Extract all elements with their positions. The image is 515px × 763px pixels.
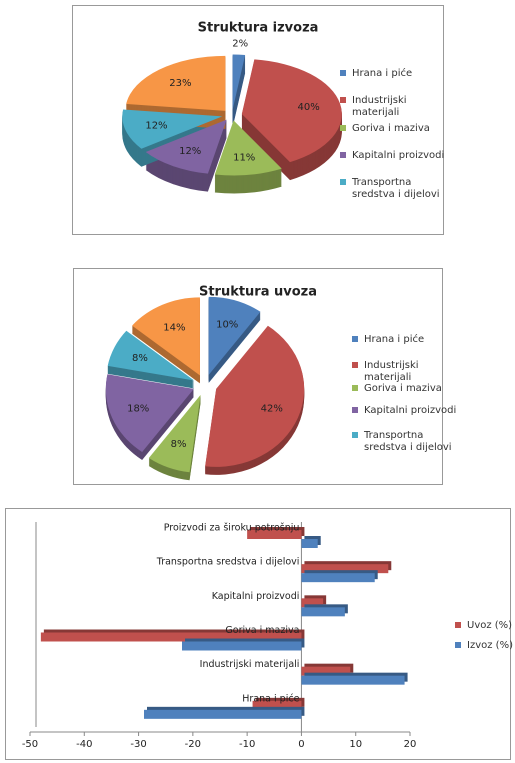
x-tick-label: 20 [404,739,417,750]
pie-slice [126,55,226,111]
legend-label: Industrijski materijali [364,360,419,383]
data-label: 12% [179,146,201,157]
bar [182,641,302,651]
pie-slice [132,297,200,376]
pie-slice [107,330,195,381]
x-tick-label: -30 [130,739,146,750]
data-label: 8% [132,353,148,364]
legend-entry: Izvoz (%) [455,640,515,652]
bar [144,709,302,719]
legend-marker [455,642,461,648]
bar [301,564,389,574]
bar [252,700,302,710]
legend-label: Goriva i maziva [364,383,442,394]
legend-label: Kapitalni proizvodi [364,405,457,416]
legend-entry: Goriva i maziva [352,383,464,395]
category-label: Kapitalni proizvodi [212,591,300,602]
legend-marker [340,97,346,103]
data-label: 11% [233,152,255,163]
bar [301,598,324,608]
chart-frame [73,268,443,485]
pie-slice [145,119,227,174]
bar [301,573,375,583]
legend-entry: Kapitalni proizvodi [340,150,452,162]
chart-title: Struktura uvoza [199,285,317,300]
legend-marker [340,125,346,131]
pie-slice [148,394,201,473]
chart-frame [5,508,511,760]
pie-slice [205,325,305,467]
legend-marker [340,70,346,76]
bar [247,530,302,539]
bar [40,632,302,642]
category-label: Hrana i piće [242,693,299,704]
legend-label: Hrana i piće [364,334,425,345]
legend-entry: Kapitalni proizvodi [352,405,464,417]
x-tick-label: 10 [349,739,362,750]
legend-label: Izvoz (%) [467,640,513,651]
legend-entry: Uvoz (%) [455,620,515,632]
legend-entry: Transportna sredstva i dijelovi [352,430,464,454]
pie-slice [241,59,342,163]
data-label: 42% [261,403,283,414]
legend-label: Industrijski materijali [352,95,407,118]
pie-slice [214,120,282,176]
data-label: 10% [216,319,238,330]
legend-marker [455,622,461,628]
legend-marker [352,432,358,438]
legend-label: Transportna sredstva i dijelovi [352,177,440,200]
legend-entry: Industrijski materijali [340,95,452,119]
bar [301,666,351,676]
legend-marker [352,336,358,342]
legend-marker [340,179,346,185]
legend-entry: Hrana i piće [340,68,452,80]
pie-slice [232,54,246,110]
pie-slice [208,296,261,375]
x-tick-label: -20 [185,739,201,750]
legend-entry: Goriva i maziva [340,123,452,135]
x-tick-label: -50 [22,739,38,750]
data-label: 2% [232,39,248,50]
data-label: 14% [163,322,185,333]
data-label: 40% [298,102,320,113]
legend-marker [352,385,358,391]
data-label: 12% [145,121,167,132]
x-tick-label: -40 [76,739,92,750]
legend-label: Hrana i piće [352,68,413,79]
pie-slice [105,374,194,453]
legend-marker [352,362,358,368]
category-label: Transportna sredstva i dijelovi [156,557,300,568]
bar [301,539,318,548]
legend-label: Transportna sredstva i dijelovi [364,430,452,453]
legend-marker [352,407,358,413]
category-label: Proizvodi za široku potrošnju [164,523,300,534]
bar [301,607,345,617]
legend-label: Kapitalni proizvodi [352,150,445,161]
x-tick-label: 0 [298,739,304,750]
pie-slice [122,109,223,149]
legend-marker [340,152,346,158]
x-tick-label: -10 [239,739,255,750]
legend-entry: Industrijski materijali [352,360,464,384]
legend-entry: Hrana i piće [352,334,464,346]
data-label: 23% [169,78,191,89]
legend-label: Goriva i maziva [352,123,430,134]
bar [301,675,405,685]
data-label: 18% [127,403,149,414]
data-label: 8% [171,439,187,450]
chart-frame [72,5,444,235]
category-label: Industrijski materijali [200,659,300,670]
legend-entry: Transportna sredstva i dijelovi [340,177,452,201]
chart-title: Struktura izvoza [198,21,319,36]
category-label: Goriva i maziva [225,625,299,636]
legend-label: Uvoz (%) [467,620,513,631]
